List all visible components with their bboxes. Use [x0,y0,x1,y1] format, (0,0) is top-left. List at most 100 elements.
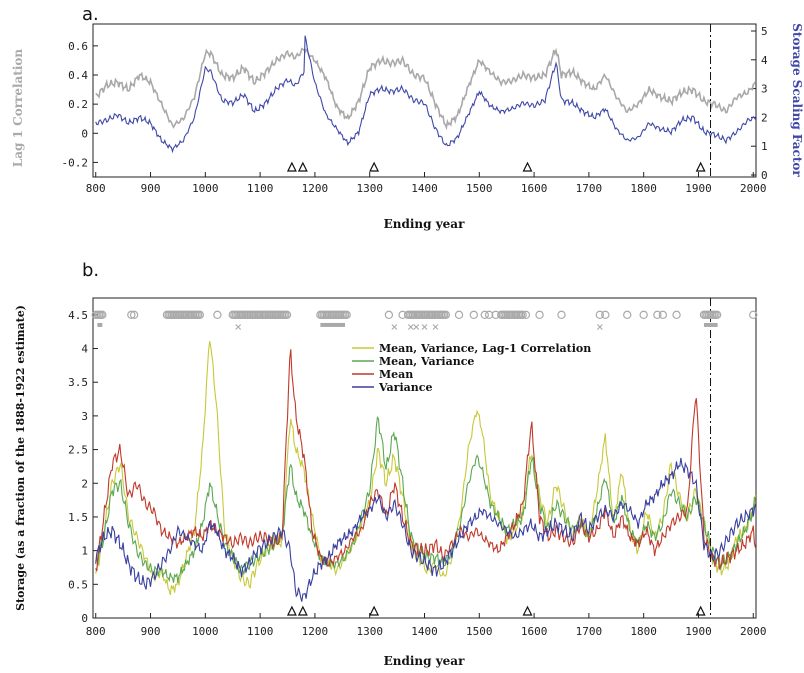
x-tick-label: 1700 [576,625,603,638]
legend-label: Mean, Variance, Lag-1 Correlation [379,342,591,355]
legend-label: Mean [379,368,413,381]
x-tick-label: 1000 [192,182,219,195]
x-tick-label: 1000 [192,625,219,638]
marker-circle [414,310,424,320]
panel-a-x-axis: 800 900 1000 1100 1200 1300 1400 1500 1600 1700 18… [86,172,767,195]
x-tick-label: 1500 [466,625,493,638]
marker-circle [469,310,479,320]
marker-circle [601,310,610,320]
marker-circle [557,310,566,320]
marker-circle [454,310,464,320]
legend-label: Mean, Variance [379,355,474,368]
x-tick-label: 1400 [411,625,438,638]
x-tick-label: 1100 [247,625,274,638]
y-tick-label: 4.5 [68,309,88,322]
panel-b-y-label: Storage (as a fraction of the 1888-1922 … [14,305,27,611]
marker-circle [282,310,292,320]
marker-bar [320,322,346,327]
series-variance [95,457,757,602]
panel-a-plot-area [95,24,757,177]
marker-circle [384,310,394,320]
panel-b: b. 800 900 1000 1100 1200 1300 1400 1500 1600 170… [14,260,767,668]
panel-a-left-axis: -0.2 0 0.2 0.4 0.6 [62,40,98,169]
marker-circle [623,310,632,320]
marker-circle [129,310,139,320]
marker-circle [484,310,494,320]
x-tick-label: 1100 [247,182,274,195]
x-tick-label: 1900 [685,625,712,638]
marker-circle [441,310,451,320]
x-tick-label: 2000 [740,625,767,638]
event-triangle-marker [522,605,533,616]
marker-circle [749,310,758,320]
x-tick-label: 800 [86,182,106,195]
left-y-tick-label: 0.2 [68,98,88,111]
marker-circle [518,310,527,320]
marker-circle [535,310,544,320]
marker-circle [595,310,605,320]
series-mean [95,349,757,572]
y-tick-label: 1 [81,545,88,558]
marker-circle [491,310,500,320]
panel-b-x-axis: 800 900 1000 1100 1200 1300 1400 1500 1600 1700 18… [86,613,767,638]
legend-label: Variance [378,381,432,394]
marker-circle [658,310,668,320]
marker-circle [521,310,531,320]
x-tick-label: 900 [141,182,161,195]
marker-circle [127,310,136,320]
marker-cross [235,324,242,330]
y-tick-label: 3 [81,410,88,423]
left-y-tick-label: 0.4 [68,69,88,82]
marker-cross [596,324,603,330]
panel-b-x-label: Ending year [384,654,465,668]
event-triangle-marker [297,161,308,172]
marker-circle [195,310,205,320]
panel-a-right-y-label: Storage Scaling Factor [790,23,804,177]
panel-b-label: b. [82,260,99,281]
event-triangle-marker [286,161,297,172]
right-y-tick-label: 1 [761,140,768,153]
x-tick-label: 800 [86,625,106,638]
x-tick-label: 1600 [521,182,548,195]
x-tick-label: 1300 [356,625,383,638]
event-triangle-marker [695,161,706,172]
marker-circle [427,310,436,320]
marker-circle [98,310,107,320]
event-triangle-marker [369,161,380,172]
x-tick-label: 900 [141,625,161,638]
y-tick-label: 0 [81,612,88,625]
x-tick-label: 2000 [740,182,767,195]
x-tick-label: 1500 [466,182,493,195]
panel-b-y-axis: 0 0.5 1 1.5 2 2.5 3 3.5 4 4.5 [68,309,98,625]
x-tick-label: 1200 [302,182,329,195]
x-tick-label: 1400 [411,182,438,195]
event-triangle-marker [369,605,380,616]
marker-circle [342,310,351,320]
panel-a-label: a. [82,4,99,25]
y-tick-label: 2.5 [68,444,88,457]
series-lag1-correlation [95,47,757,131]
panel-a-right-axis: 0 1 2 3 4 5 [751,25,768,182]
event-triangle-marker [695,605,706,616]
series-mean-variance [95,416,756,583]
marker-cross [391,324,398,330]
marker-circle [639,310,648,320]
event-triangle-marker [297,605,308,616]
left-y-tick-label: 0 [81,127,88,140]
x-tick-label: 1900 [685,182,712,195]
y-tick-label: 1.5 [68,511,88,524]
x-tick-label: 1200 [302,625,329,638]
marker-cross [407,324,414,330]
y-tick-label: 3.5 [68,376,88,389]
x-tick-label: 1800 [630,625,657,638]
y-tick-label: 4 [81,343,88,356]
series-mean-variance-lag-1-correlation [95,341,757,596]
marker-circle [653,310,662,320]
marker-circle [261,310,270,320]
series-storage-scaling-factor [95,35,756,154]
panel-a-left-y-label: Lag 1 Correlation [11,49,25,168]
panel-b-plot-area [91,298,758,618]
marker-circle [672,310,681,320]
